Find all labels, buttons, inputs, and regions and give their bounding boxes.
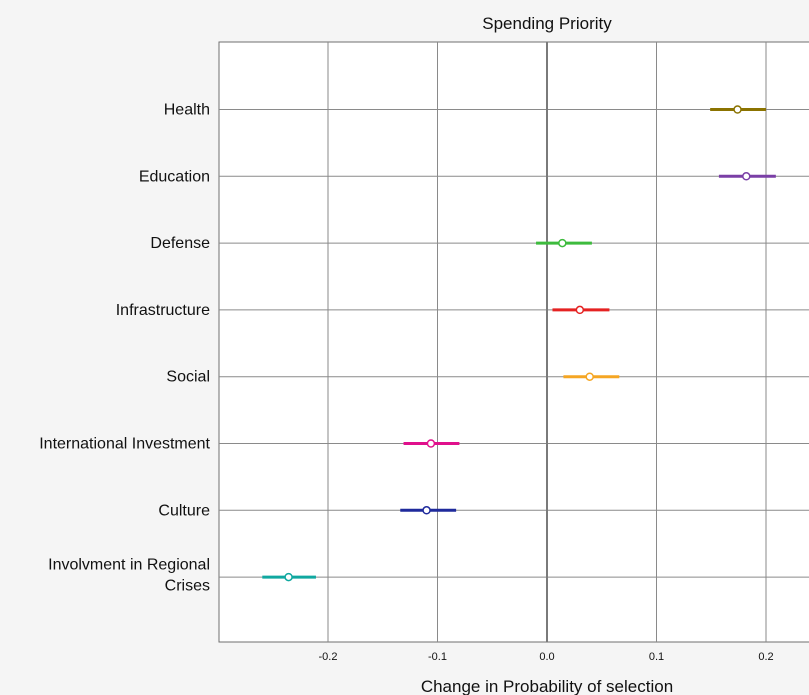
x-tick-label: 0.0 xyxy=(539,651,554,663)
chart-title: Spending Priority xyxy=(482,14,612,33)
category-label: Social xyxy=(166,369,210,386)
horizontal-gridlines xyxy=(219,109,809,578)
category-label: Defense xyxy=(150,235,210,252)
point-estimate xyxy=(575,305,585,315)
point-estimate xyxy=(585,372,594,381)
category-label: International Investment xyxy=(39,436,210,453)
point-estimate xyxy=(558,238,567,248)
x-tick-label: -0.1 xyxy=(428,651,447,663)
x-tick-label: -0.2 xyxy=(319,651,338,663)
x-tick-label: 0.1 xyxy=(649,651,664,663)
point-estimate xyxy=(733,105,742,114)
estimate-marks xyxy=(262,105,776,582)
category-label: Involvment in Regional Crises xyxy=(48,557,210,595)
x-tick-label: 0.2 xyxy=(758,651,773,663)
x-axis-title: Change in Probability of selection xyxy=(421,677,673,695)
category-label: Health xyxy=(164,102,210,119)
x-tick-labels: -0.2 -0.1 0.0 0.1 0.2 xyxy=(319,651,774,663)
category-label: Infrastructure xyxy=(116,302,210,319)
point-estimate xyxy=(426,439,436,448)
vertical-gridlines xyxy=(327,42,767,642)
category-label: Culture xyxy=(158,502,210,519)
plot-area xyxy=(218,41,809,643)
point-estimate xyxy=(422,506,431,515)
point-estimate xyxy=(284,572,293,582)
category-labels: Health Education Defense Infrastructure Soci… xyxy=(39,102,210,595)
category-label: Education xyxy=(139,168,210,185)
point-estimate xyxy=(742,172,751,181)
